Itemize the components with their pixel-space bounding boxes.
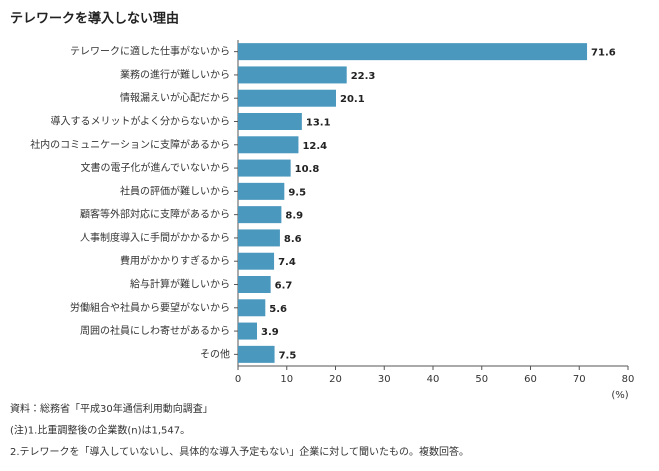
- value-label: 7.5: [279, 350, 297, 361]
- value-label: 8.6: [284, 234, 302, 245]
- value-label: 7.4: [278, 257, 296, 268]
- x-tick-label: 70: [573, 374, 586, 385]
- value-label: 6.7: [275, 281, 293, 292]
- y-tick-label: 人事制度導入に手間がかかるから: [80, 231, 230, 244]
- y-tick-label: 労働組合や社員から要望がないから: [70, 301, 230, 314]
- bar: [238, 182, 285, 200]
- bar: [238, 66, 347, 84]
- bar: [238, 252, 275, 270]
- x-tick-label: 10: [280, 374, 293, 385]
- x-tick-label: 50: [475, 374, 488, 385]
- y-tick-label: 顧客等外部対応に支障があるから: [80, 208, 230, 221]
- value-label: 22.3: [351, 71, 376, 82]
- y-tick-label: 周囲の社員にしわ寄せがあるから: [80, 324, 230, 337]
- x-axis-label: (%): [611, 390, 628, 401]
- x-tick-label: 80: [622, 374, 635, 385]
- value-label: 71.6: [591, 48, 616, 59]
- value-label: 9.5: [288, 187, 306, 198]
- bar: [238, 136, 299, 154]
- footnote: (注)1.比重調整後の企業数(n)は1,547。: [10, 424, 190, 437]
- bar: [238, 113, 302, 130]
- value-label: 12.4: [302, 141, 327, 152]
- bar: [238, 89, 336, 107]
- x-tick-label: 60: [524, 374, 537, 385]
- bar: [238, 159, 291, 177]
- value-label: 20.1: [340, 94, 365, 105]
- y-tick-label: 社内のコミュニケーションに支障があるから: [30, 138, 230, 151]
- x-tick-label: 40: [427, 374, 440, 385]
- bar: [238, 345, 275, 363]
- footnote: 2.テレワークを「導入していないし、具体的な導入予定もない」企業に対して聞いたも…: [10, 445, 469, 458]
- value-label: 5.6: [269, 304, 287, 315]
- bar: [238, 229, 280, 247]
- x-tick-label: 0: [235, 374, 241, 385]
- y-tick-label: 文書の電子化が進んでいないから: [81, 161, 231, 174]
- bar: [238, 276, 271, 293]
- y-tick-label: 費用がかかりすぎるから: [120, 254, 230, 267]
- y-tick-label: 給与計算が難しいから: [130, 278, 230, 291]
- y-tick-label: 導入するメリットがよく分からないから: [51, 115, 231, 128]
- y-tick-label: 社員の評価が難しいから: [120, 184, 230, 197]
- y-tick-label: 情報漏えいが心配だから: [120, 91, 230, 104]
- value-label: 3.9: [261, 327, 279, 338]
- x-tick-label: 20: [329, 374, 342, 385]
- bar: [238, 43, 588, 61]
- y-tick-label: テレワークに適した仕事がないから: [70, 45, 230, 58]
- x-tick-label: 30: [378, 374, 391, 385]
- y-tick-label: その他: [200, 347, 230, 360]
- chart-title: テレワークを導入しない理由: [10, 11, 179, 27]
- bar: [238, 206, 282, 224]
- value-label: 8.9: [285, 211, 303, 222]
- bar: [238, 299, 266, 317]
- bar: [238, 322, 258, 340]
- footnote: 資料：総務省「平成30年通信利用動向調査」: [10, 402, 213, 415]
- value-label: 10.8: [295, 164, 320, 175]
- value-label: 13.1: [306, 118, 331, 129]
- y-tick-label: 業務の進行が難しいから: [120, 68, 230, 81]
